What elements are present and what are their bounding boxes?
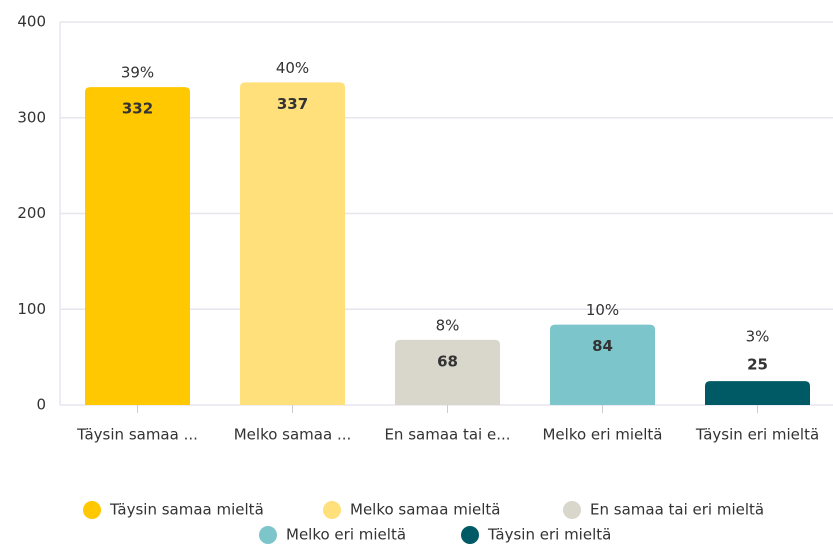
bar bbox=[705, 381, 810, 405]
bar bbox=[85, 87, 190, 406]
percentage-label: 8% bbox=[436, 316, 460, 334]
percentage-label: 10% bbox=[586, 301, 619, 319]
y-tick-label: 0 bbox=[36, 396, 46, 414]
legend-marker bbox=[323, 501, 341, 519]
x-tick-label: Melko eri mieltä bbox=[542, 426, 662, 444]
x-tick-label: Melko samaa ... bbox=[234, 426, 352, 444]
value-label: 68 bbox=[437, 352, 458, 370]
x-tick-label: Täysin samaa ... bbox=[76, 426, 198, 444]
x-tick-label: En samaa tai e... bbox=[384, 426, 510, 444]
y-tick-label: 200 bbox=[17, 204, 46, 222]
y-tick-label: 400 bbox=[17, 13, 46, 31]
value-label: 84 bbox=[592, 337, 613, 355]
y-tick-label: 100 bbox=[17, 300, 46, 318]
legend-marker bbox=[461, 526, 479, 544]
bar bbox=[240, 82, 345, 405]
percentage-label: 3% bbox=[746, 328, 770, 346]
bar bbox=[550, 324, 655, 405]
bar bbox=[395, 339, 500, 405]
percentage-label: 40% bbox=[276, 59, 309, 77]
value-label: 332 bbox=[122, 100, 153, 118]
legend-marker bbox=[563, 501, 581, 519]
percentage-label: 39% bbox=[121, 64, 154, 82]
value-label: 25 bbox=[747, 356, 768, 374]
legend-label: Täysin eri mieltä bbox=[487, 526, 611, 544]
legend-label: Melko samaa mieltä bbox=[350, 501, 500, 519]
x-tick-label: Täysin eri mieltä bbox=[695, 426, 819, 444]
legend-label: Täysin samaa mieltä bbox=[109, 501, 264, 519]
legend-label: En samaa tai eri mieltä bbox=[590, 501, 764, 519]
legend-label: Melko eri mieltä bbox=[286, 526, 406, 544]
y-tick-label: 300 bbox=[17, 108, 46, 126]
legend-marker bbox=[259, 526, 277, 544]
value-label: 337 bbox=[277, 95, 308, 113]
legend-marker bbox=[83, 501, 101, 519]
